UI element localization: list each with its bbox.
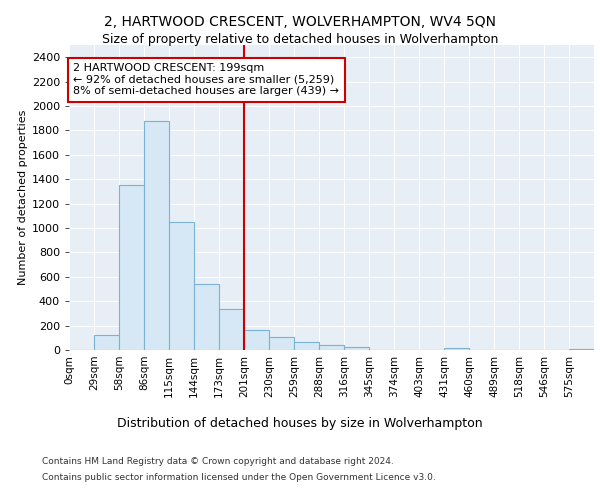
Text: Contains public sector information licensed under the Open Government Licence v3: Contains public sector information licen… — [42, 472, 436, 482]
Bar — [169, 222, 194, 350]
Text: 2, HARTWOOD CRESCENT, WOLVERHAMPTON, WV4 5QN: 2, HARTWOOD CRESCENT, WOLVERHAMPTON, WV4… — [104, 15, 496, 29]
Bar — [319, 345, 344, 350]
Bar — [294, 342, 319, 350]
Bar — [444, 348, 469, 350]
Bar — [219, 308, 244, 350]
Bar — [569, 349, 594, 350]
Text: 2 HARTWOOD CRESCENT: 199sqm
← 92% of detached houses are smaller (5,259)
8% of s: 2 HARTWOOD CRESCENT: 199sqm ← 92% of det… — [73, 64, 340, 96]
Bar — [144, 120, 169, 350]
Bar — [344, 347, 369, 350]
Bar — [269, 337, 294, 350]
Text: Size of property relative to detached houses in Wolverhampton: Size of property relative to detached ho… — [102, 32, 498, 46]
Text: Distribution of detached houses by size in Wolverhampton: Distribution of detached houses by size … — [117, 418, 483, 430]
Bar — [244, 330, 269, 350]
Bar — [94, 335, 119, 350]
Bar — [119, 186, 144, 350]
Bar — [194, 284, 219, 350]
Text: Contains HM Land Registry data © Crown copyright and database right 2024.: Contains HM Land Registry data © Crown c… — [42, 458, 394, 466]
Y-axis label: Number of detached properties: Number of detached properties — [17, 110, 28, 285]
